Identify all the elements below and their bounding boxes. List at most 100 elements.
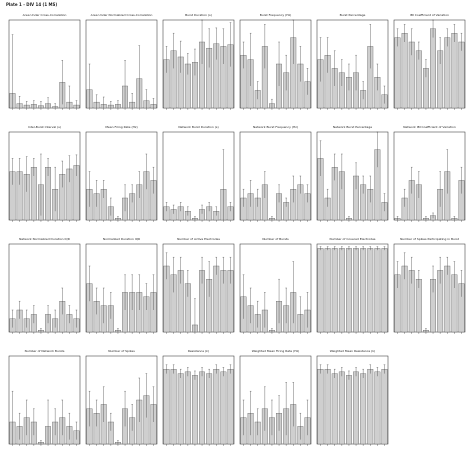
bar [331, 373, 338, 445]
plot-frame [239, 19, 312, 109]
chart-title: IBI Coefficient of Variation [410, 13, 449, 17]
plot-frame [162, 131, 235, 221]
bar [360, 248, 367, 333]
bar [367, 248, 374, 333]
chart-panel-8: Mean Firing Rate (Hz) [85, 125, 158, 222]
chart-panel-2: Area Under Normalized Cross-Correlation [85, 13, 158, 110]
chart-panel-1: Area Under Cross-Correlation [8, 13, 81, 110]
plot-frame [316, 355, 389, 445]
plot-frame [239, 131, 312, 221]
plot-frame [8, 243, 81, 333]
chart-panel-17: Number of Covered Electrodes [316, 237, 389, 334]
bar [317, 369, 324, 445]
plot-frame [8, 19, 81, 109]
bar [458, 41, 465, 109]
chart-title: Network Normalized Duration IQR [19, 237, 70, 241]
chart-panel-7: Inter-Burst Interval (s) [8, 125, 81, 222]
chart-title: Burst Percentage [340, 13, 366, 17]
plot-frame [85, 19, 158, 109]
plot-frame [162, 243, 235, 333]
bar [353, 248, 359, 333]
chart-panel-13: Network Normalized Duration IQR [8, 237, 81, 334]
chart-panel-5: Burst Percentage [316, 13, 389, 110]
plot-frame [162, 19, 235, 109]
plot-frame [162, 355, 235, 445]
bar [444, 265, 451, 333]
chart-title: Weighted Mean Resistance (k) [330, 349, 375, 353]
bar [346, 248, 352, 333]
chart-title: Network IBI Coefficient of Variation [403, 125, 456, 129]
bar [444, 37, 451, 109]
chart-title: Number of Covered Electrodes [330, 237, 376, 241]
chart-panel-15: Number of Active Electrodes [162, 237, 235, 334]
bar [177, 373, 184, 445]
plot-frame [85, 355, 158, 445]
bar [324, 369, 331, 445]
bar [170, 369, 177, 445]
bar [163, 369, 170, 445]
chart-title: Number of Spikes [108, 349, 135, 353]
chart-title: Area Under Normalized Cross-Correlation [91, 13, 153, 17]
bar [220, 371, 227, 445]
bar [324, 248, 331, 333]
chart-panel-21: Resistance (k) [162, 349, 235, 446]
bar [213, 369, 220, 445]
plot-frame [393, 243, 466, 333]
chart-grid: Area Under Cross-Correlation Area Under N… [6, 10, 468, 466]
bar [199, 371, 205, 445]
bar [394, 37, 401, 109]
chart-title: Burst Frequency (Hz) [260, 13, 292, 17]
bar [381, 369, 388, 445]
bar [401, 33, 408, 109]
chart-panel-19: Number of Network Bursts [8, 349, 81, 446]
bar [374, 248, 381, 333]
bar [360, 373, 367, 445]
plot-frame [8, 131, 81, 221]
bar [338, 248, 345, 333]
plot-frame [85, 131, 158, 221]
plot-frame [316, 19, 389, 109]
plot-frame [316, 131, 389, 221]
chart-title: Network Burst Percentage [333, 125, 372, 129]
bar [192, 375, 198, 445]
plot-frame [239, 355, 312, 445]
chart-panel-16: Number of Bursts [239, 237, 312, 334]
bar [367, 369, 374, 445]
chart-panel-6: IBI Coefficient of Variation [393, 13, 466, 110]
chart-panel-10: Network Burst Frequency (Hz) [239, 125, 312, 222]
chart-title: Mean Firing Rate (Hz) [105, 125, 137, 129]
plot-frame [393, 131, 466, 221]
chart-title: Resistance (k) [188, 349, 209, 353]
chart-title: Number of Network Bursts [25, 349, 65, 353]
bar [353, 371, 359, 445]
figure-title: Plate 1 - DIV 14 (1 MS) [6, 2, 58, 7]
chart-panel-12: Network IBI Coefficient of Variation [393, 125, 466, 222]
bar [317, 248, 324, 333]
bar [451, 33, 458, 109]
chart-panel-23: Weighted Mean Resistance (k) [316, 349, 389, 446]
chart-panel-11: Network Burst Percentage [316, 125, 389, 222]
plot-frame [239, 243, 312, 333]
plot-frame [393, 19, 466, 109]
chart-title: Area Under Cross-Correlation [23, 13, 67, 17]
bar [206, 373, 213, 445]
charts-canvas: Area Under Cross-Correlation Area Under N… [8, 13, 466, 446]
chart-panel-22: Weighted Mean Firing Rate (Hz) [239, 349, 312, 446]
bar [430, 28, 436, 109]
bar [338, 371, 345, 445]
plot-frame [85, 243, 158, 333]
chart-title: Normalized Duration IQR [103, 237, 140, 241]
plot-frame [316, 243, 389, 333]
chart-panel-20: Number of Spikes [85, 349, 158, 446]
chart-title: Weighted Mean Firing Rate (Hz) [252, 349, 299, 353]
chart-panel-18: Number of Spikes Participating in Burst [393, 237, 466, 334]
chart-panel-9: Network Burst Duration (s) [162, 125, 235, 222]
bar [184, 371, 191, 445]
bar [227, 369, 234, 445]
chart-panel-3: Burst Duration (s) [162, 13, 235, 110]
bar [213, 265, 220, 333]
chart-title: Network Burst Duration (s) [178, 125, 218, 129]
chart-title: Number of Spikes Participating in Burst [400, 237, 460, 241]
chart-title: Burst Duration (s) [185, 13, 212, 17]
plot-frame [8, 355, 81, 445]
